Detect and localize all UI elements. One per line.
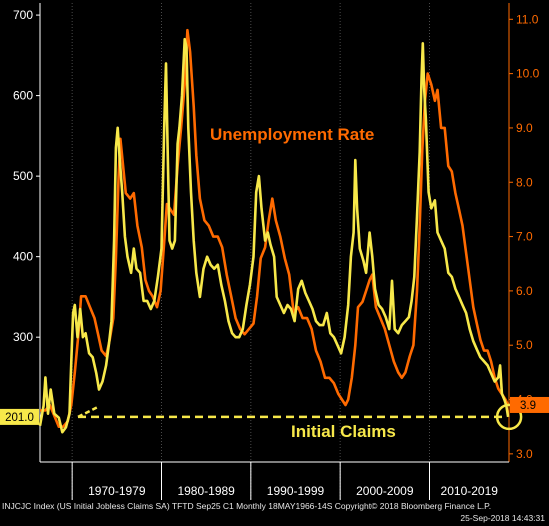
left-axis: 300 400 500 600 700 xyxy=(13,3,41,462)
decade-label: 2000-2009 xyxy=(356,484,414,498)
claims-annotation: Initial Claims xyxy=(291,422,396,441)
decade-label: 1980-1989 xyxy=(177,484,235,498)
decade-label: 1990-1999 xyxy=(267,484,325,498)
right-value-tag xyxy=(510,396,549,413)
left-tick-label: 700 xyxy=(13,8,33,22)
unemployment-annotation: Unemployment Rate xyxy=(210,125,374,144)
left-tick-label: 400 xyxy=(13,250,33,264)
right-tick-label: 11.0 xyxy=(516,12,539,26)
left-tick-label: 600 xyxy=(13,89,33,103)
footer-timestamp: 25-Sep-2018 14:43:31 xyxy=(460,513,545,523)
right-tick-label: 7.0 xyxy=(516,230,533,244)
reference-connector xyxy=(77,405,99,419)
right-tick-label: 9.0 xyxy=(516,121,533,135)
decade-label: 1970-1979 xyxy=(88,484,146,498)
left-value-tag-label: 201.0 xyxy=(5,412,34,424)
right-value-tag-label: 3.9 xyxy=(520,400,536,412)
reference-layer: 201.0 3.9 xyxy=(0,396,549,431)
x-axis: 1970-1979 1980-1989 1990-1999 2000-2009 2010… xyxy=(40,461,509,500)
series-layer xyxy=(38,28,510,434)
right-tick-label: 5.0 xyxy=(516,338,533,352)
decade-label: 2010-2019 xyxy=(441,484,499,498)
right-tick-label: 3.0 xyxy=(516,447,533,461)
right-tick-label: 8.0 xyxy=(516,175,533,189)
right-tick-label: 6.0 xyxy=(516,284,533,298)
left-tick-label: 300 xyxy=(13,330,33,344)
initial-claims-line xyxy=(38,37,510,434)
right-tick-label: 10.0 xyxy=(516,67,540,81)
latest-value-circle xyxy=(495,403,523,431)
right-axis: 3.04.05.06.07.08.09.010.011.0 xyxy=(508,3,540,462)
left-value-tag xyxy=(0,408,39,425)
footer-source: INJCJC Index (US Initial Jobless Claims … xyxy=(2,501,492,511)
left-tick-label: 500 xyxy=(13,169,33,183)
